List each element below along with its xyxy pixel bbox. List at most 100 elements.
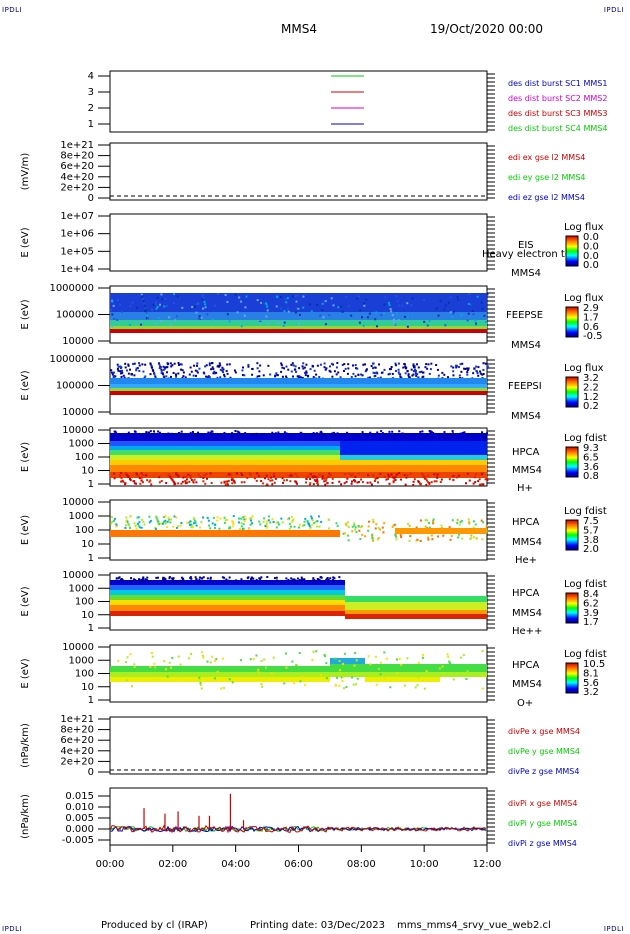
spectrogram-speck xyxy=(192,525,195,528)
spectrogram-speck xyxy=(323,477,326,480)
spectrogram-speck xyxy=(158,476,161,479)
spectrogram-speck xyxy=(484,433,487,436)
spectrogram-speck xyxy=(403,474,406,477)
spectrogram-speck xyxy=(269,479,272,482)
spectrogram-speck xyxy=(171,671,174,674)
spectrogram-speck xyxy=(168,433,171,436)
spectrogram-speck xyxy=(194,520,197,523)
spectrogram-speck xyxy=(361,374,364,377)
y-tick-label: 10000 xyxy=(62,425,94,436)
spectrogram-speck xyxy=(111,435,114,438)
spectrogram-speck xyxy=(231,482,234,485)
spectrogram-speck xyxy=(298,367,301,370)
spectrogram-speck xyxy=(227,473,230,476)
spectrogram-speck xyxy=(216,376,219,379)
spectrogram-speck xyxy=(199,526,202,529)
spectrogram-speck xyxy=(120,472,123,475)
spectrogram-speck xyxy=(466,371,469,374)
spectrogram-speck xyxy=(155,576,158,579)
spectrogram-speck xyxy=(142,299,145,302)
colorbar xyxy=(565,446,579,478)
spectrogram-speck xyxy=(206,660,209,663)
spectrogram-speck xyxy=(294,473,297,476)
spectrogram-speck xyxy=(412,483,415,486)
spectrogram-speck xyxy=(343,532,346,535)
spectrogram-speck xyxy=(289,480,292,483)
spectrogram-speck xyxy=(318,473,321,476)
spectrogram-speck xyxy=(408,524,411,527)
spectrogram-speck xyxy=(432,431,435,434)
spectrogram-speck xyxy=(314,475,317,478)
spectrogram-speck xyxy=(285,375,288,378)
spectrogram-speck xyxy=(179,663,182,666)
x-tick-label: 02:00 xyxy=(158,859,187,870)
spectrogram-speck xyxy=(245,295,248,298)
spectrogram-speck xyxy=(179,368,182,371)
spectrogram-speck xyxy=(160,369,163,372)
spectrogram-speck xyxy=(216,519,219,522)
spectrogram-speck xyxy=(327,578,330,581)
spectrogram-speck xyxy=(113,517,116,520)
spectrogram-speck xyxy=(157,521,160,524)
corner-mark-br: IPDLI xyxy=(603,925,624,933)
spectrogram-speck xyxy=(427,435,430,438)
spectrogram-speck xyxy=(333,433,336,436)
spectrogram-speck xyxy=(148,480,151,483)
spectrogram-speck xyxy=(175,375,178,378)
spectrogram-speck xyxy=(379,673,382,676)
spectrogram-speck xyxy=(481,472,484,475)
spectrogram-speck xyxy=(256,362,259,365)
spectrogram-speck xyxy=(365,298,368,301)
spectrogram-speck xyxy=(295,664,298,667)
spectrogram-speck xyxy=(428,319,431,322)
legend-entry: divPe y gse MMS4 xyxy=(508,747,580,756)
spectrogram-speck xyxy=(381,432,384,435)
spectrogram-speck xyxy=(120,480,123,483)
spectrogram-speck xyxy=(410,304,413,307)
spectrogram-speck xyxy=(394,362,397,365)
spectrogram-speck xyxy=(323,480,326,483)
spectrogram-speck xyxy=(255,434,258,437)
spectrogram-band xyxy=(110,595,345,600)
spectrogram-speck xyxy=(250,579,253,582)
footer-produced: Produced by cl (IRAP) xyxy=(101,920,208,931)
spectrogram-speck xyxy=(388,430,391,433)
spectrogram-speck xyxy=(373,375,376,378)
spectrogram-speck xyxy=(160,319,163,322)
spectrogram-speck xyxy=(249,473,252,476)
spectrogram-speck xyxy=(471,309,474,312)
spectrogram-speck xyxy=(287,310,290,313)
spectrogram-speck xyxy=(189,477,192,480)
spectrogram-speck xyxy=(427,363,430,366)
spectrogram-speck xyxy=(222,686,225,689)
spectrogram-speck xyxy=(133,482,136,485)
spectrogram-speck xyxy=(356,297,359,300)
spectrogram-speck xyxy=(215,371,218,374)
legend-entry: edi ey gse l2 MMS4 xyxy=(508,173,586,182)
spectrogram-speck xyxy=(171,479,174,482)
spectrogram-speck xyxy=(138,526,141,529)
spectrogram-speck xyxy=(371,362,374,365)
spectrogram-speck xyxy=(367,474,370,477)
spectrogram-speck xyxy=(113,317,116,320)
spectrogram-speck xyxy=(390,310,393,313)
spectrogram-speck xyxy=(237,435,240,438)
colorbar-value: 5.6 xyxy=(583,678,599,689)
spectrogram-speck xyxy=(475,323,478,326)
spectrogram-speck xyxy=(176,315,179,318)
spectrogram-band xyxy=(110,388,487,391)
spectrogram-speck xyxy=(135,527,138,530)
spectrogram-speck xyxy=(182,371,185,374)
spectrogram-speck xyxy=(325,367,328,370)
spectrogram-speck xyxy=(226,313,229,316)
spectrogram-speck xyxy=(209,472,212,475)
spectrogram-speck xyxy=(333,370,336,373)
spectrogram-speck xyxy=(354,528,357,531)
y-tick-label: 0 xyxy=(88,193,94,204)
spectrogram-speck xyxy=(265,483,268,486)
spectrogram-speck xyxy=(440,435,443,438)
spectrogram-speck xyxy=(374,318,377,321)
spectrogram-speck xyxy=(394,478,397,481)
spectrogram-speck xyxy=(141,579,144,582)
panel-label: FEEPSE xyxy=(506,310,543,321)
